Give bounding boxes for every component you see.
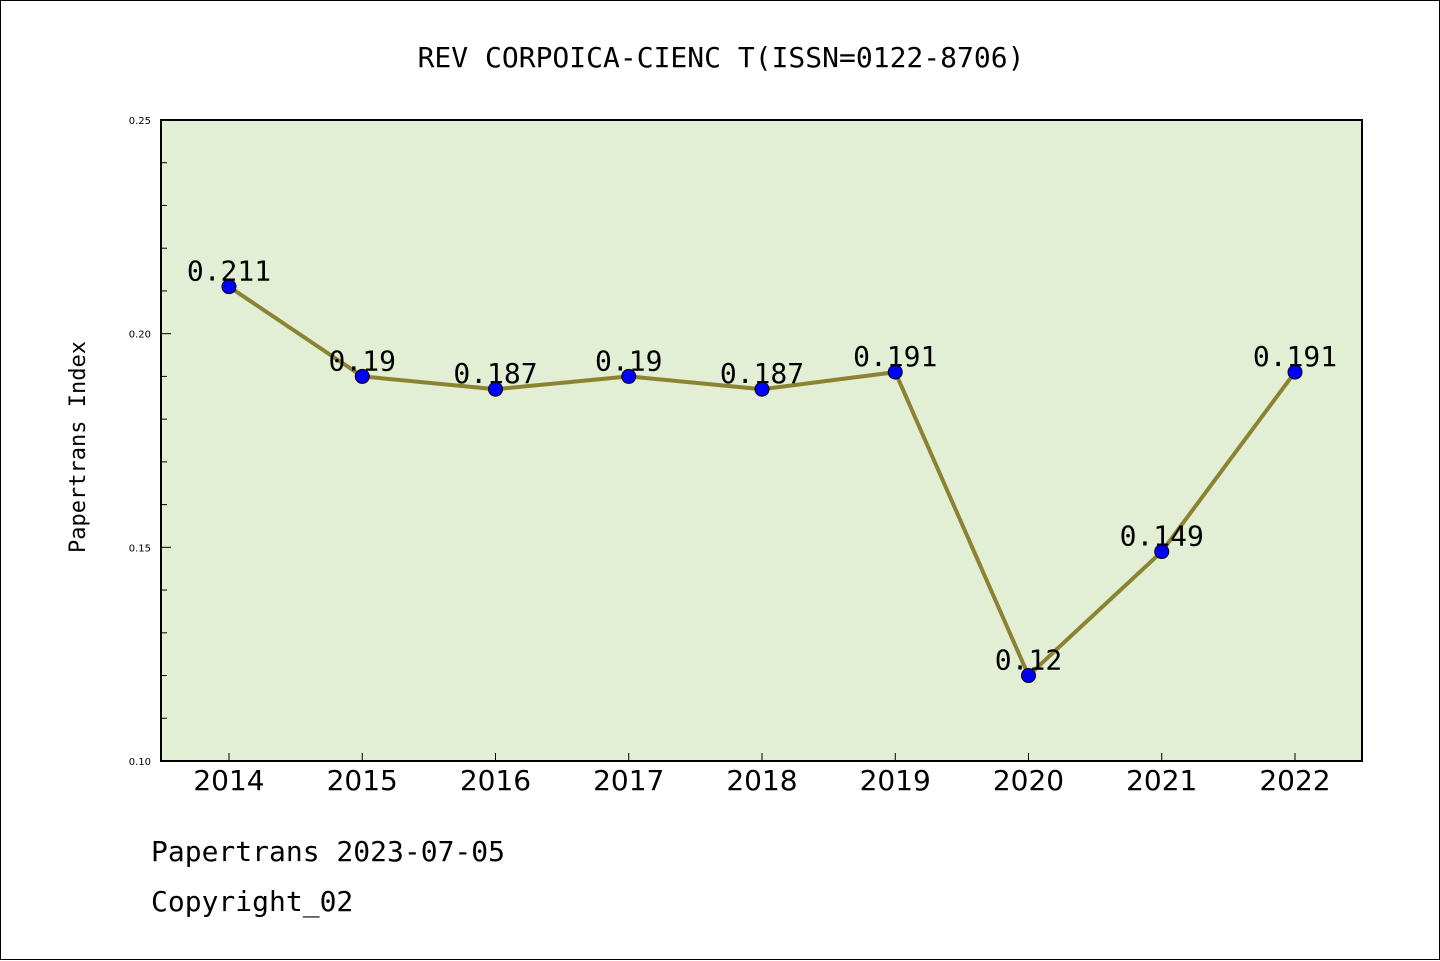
data-label: 0.191 (1253, 340, 1337, 373)
x-tick-label: 2014 (193, 764, 264, 797)
footer-copyright: Copyright_02 (151, 885, 354, 918)
y-tick-label: 0.10 (129, 757, 151, 768)
data-label: 0.187 (453, 357, 537, 390)
footer-date: Papertrans 2023-07-05 (151, 835, 506, 868)
data-point (754, 381, 770, 397)
data-point (354, 368, 370, 384)
y-axis-label: Papertrans Index (66, 341, 91, 553)
plot-area (160, 119, 1363, 762)
data-point (1154, 544, 1170, 560)
x-tick-label: 2017 (593, 764, 664, 797)
x-tick-label: 2015 (327, 764, 398, 797)
data-label: 0.19 (329, 344, 396, 377)
y-tick-label: 0.15 (129, 543, 151, 554)
data-point (1287, 364, 1303, 380)
data-label: 0.19 (595, 344, 662, 377)
x-tick-label: 2018 (726, 764, 797, 797)
y-tick-label: 0.20 (129, 330, 151, 341)
x-tick-label: 2020 (993, 764, 1064, 797)
chart-title: REV CORPOICA-CIENC T(ISSN=0122-8706) (418, 41, 1025, 74)
x-tick-label: 2021 (1126, 764, 1197, 797)
data-point (488, 381, 503, 397)
data-point (887, 364, 903, 380)
x-tick-label: 2022 (1259, 764, 1330, 797)
data-label: 0.211 (187, 255, 271, 288)
x-axis: 2014 2015 2016 2017 2018 2019 2020 2021 2022 (193, 753, 1331, 797)
data-point (221, 279, 237, 295)
data-label: 0.12 (995, 644, 1062, 677)
data-label: 0.191 (853, 340, 937, 373)
data-point (621, 368, 637, 384)
y-axis: 0.10 0.15 0.20 0.25 (129, 116, 171, 768)
y-tick-label: 0.25 (129, 116, 151, 127)
data-labels: 0.211 0.19 0.187 0.19 0.187 0.191 0.12 0.149 0.1… (187, 255, 1337, 677)
data-point (1021, 668, 1036, 684)
data-label: 0.149 (1120, 520, 1204, 553)
data-label: 0.187 (720, 357, 804, 390)
x-tick-label: 2016 (460, 764, 531, 797)
x-tick-label: 2019 (860, 764, 931, 797)
data-points (221, 279, 1303, 684)
